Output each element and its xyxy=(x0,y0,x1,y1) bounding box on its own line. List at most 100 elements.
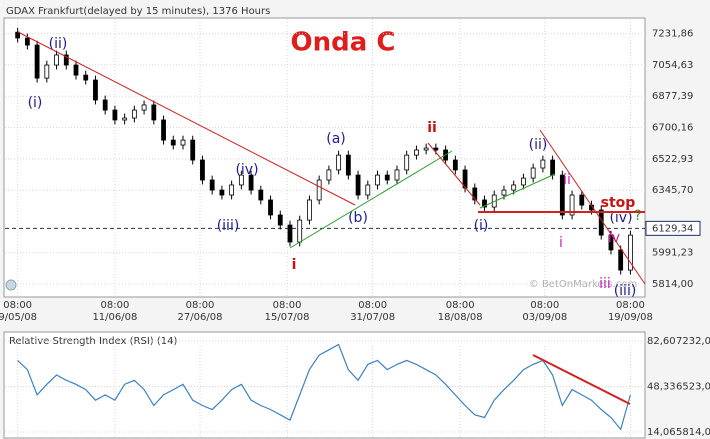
candle-body xyxy=(355,174,361,196)
candle-body xyxy=(15,31,21,39)
candle-body xyxy=(297,219,303,243)
candle-body xyxy=(550,159,555,176)
candle-body xyxy=(190,139,196,161)
y2-tick-label: 7232,00 xyxy=(676,336,710,347)
x-tick-time: 08:00 xyxy=(616,300,645,311)
candle-body xyxy=(307,199,312,221)
candle-body xyxy=(618,249,624,271)
trend-line xyxy=(17,31,356,206)
candle-body xyxy=(24,37,30,46)
wave-label: (iv) xyxy=(235,162,258,178)
wave-label: ii xyxy=(427,120,437,136)
header: GDAX Frankfurt(delayed by 15 minutes), 1… xyxy=(6,6,270,17)
x-tick-label: 18/08/08 xyxy=(438,312,483,323)
y-tick-label: 5814,00 xyxy=(652,279,693,290)
candle-body xyxy=(287,224,293,243)
x-tick-label: 03/09/08 xyxy=(522,312,567,323)
candle-body xyxy=(200,159,205,181)
y-tick-label: 6877,39 xyxy=(652,91,693,102)
candle-body xyxy=(141,104,147,111)
wave-label: (iii) xyxy=(217,218,240,234)
candle-body xyxy=(63,54,69,66)
chart-title: Onda C xyxy=(291,28,396,58)
x-tick-time: 08:00 xyxy=(186,300,215,311)
candle-body xyxy=(170,139,176,146)
candle-body xyxy=(559,174,565,216)
y-tick-label: 5991,23 xyxy=(652,248,693,259)
x-tick-label: 19/09/08 xyxy=(608,312,653,323)
rsi-title: Relative Strength Index (RSI) (14) xyxy=(9,336,178,347)
candle-body xyxy=(579,194,585,206)
candle-body xyxy=(569,194,575,216)
candle-body xyxy=(414,149,419,156)
x-tick-time: 08:00 xyxy=(100,300,129,311)
last-price-label: 6129,34 xyxy=(652,223,693,234)
y2-tick-label: 5814,00 xyxy=(676,427,710,438)
wave-label: ? xyxy=(634,208,641,224)
candle-body xyxy=(151,104,157,121)
y-tick-label: 6345,70 xyxy=(652,185,693,196)
candle-body xyxy=(462,169,468,189)
candle-body xyxy=(131,109,137,119)
candle-body xyxy=(248,174,254,191)
candle-body xyxy=(375,174,380,186)
wave-label: (a) xyxy=(326,131,346,147)
y-tick-label: 14,06 xyxy=(647,427,676,438)
x-tick-label: 9/05/08 xyxy=(0,312,37,323)
candle-body xyxy=(336,154,342,171)
candle-body xyxy=(433,147,439,151)
candle-body xyxy=(122,117,128,121)
y-tick-label: 82,60 xyxy=(647,336,676,347)
candle-body xyxy=(608,234,614,251)
wave-label: (iii) xyxy=(614,283,637,299)
candle-body xyxy=(384,174,390,181)
wave-label: iii xyxy=(599,276,611,292)
candle-body xyxy=(345,154,351,176)
candle-body xyxy=(44,64,50,79)
candle-body xyxy=(112,109,118,121)
x-tick-label: 31/07/08 xyxy=(350,312,395,323)
y-tick-label: 7231,86 xyxy=(652,29,693,40)
candle-body xyxy=(209,179,215,191)
candle-body xyxy=(219,189,225,196)
candle-body xyxy=(365,184,371,196)
x-tick-label: 11/06/08 xyxy=(92,312,137,323)
x-tick-time: 08:00 xyxy=(273,300,302,311)
wave-label: (ii) xyxy=(529,137,548,153)
trend-lines xyxy=(17,31,646,405)
y2-tick-label: 6523,00 xyxy=(676,382,710,393)
candle-body xyxy=(521,177,526,186)
candle-body xyxy=(83,74,89,81)
wave-label: (iv) xyxy=(609,210,632,226)
y-tick-label: 6522,93 xyxy=(652,154,693,165)
icon xyxy=(5,279,17,291)
candle-body xyxy=(277,214,283,226)
candle-body xyxy=(482,199,487,208)
rsi-panel xyxy=(3,331,646,439)
candle-body xyxy=(180,139,186,146)
candle-body xyxy=(530,167,536,179)
x-tick-label: 15/07/08 xyxy=(265,312,310,323)
x-tick-label: 27/06/08 xyxy=(178,312,223,323)
candle-body xyxy=(501,189,507,196)
candle-body xyxy=(34,44,40,79)
candle-body xyxy=(472,187,478,201)
candle-body xyxy=(102,99,108,111)
wave-label: (b) xyxy=(348,210,368,226)
candle-body xyxy=(161,119,166,141)
candle-body xyxy=(93,79,98,101)
wave-label: (ii) xyxy=(49,36,68,52)
candle-body xyxy=(452,159,458,171)
trend-line xyxy=(427,142,481,206)
candle-body xyxy=(258,189,264,201)
candle-body xyxy=(628,234,633,271)
candle-body xyxy=(423,147,429,151)
wave-label: (i) xyxy=(28,95,43,111)
trend-line xyxy=(539,129,646,285)
wave-label: stop xyxy=(601,195,636,211)
wave-label: i xyxy=(559,235,563,251)
candle-body xyxy=(316,179,322,201)
trend-line xyxy=(479,173,556,209)
wave-label: (i) xyxy=(474,218,489,234)
